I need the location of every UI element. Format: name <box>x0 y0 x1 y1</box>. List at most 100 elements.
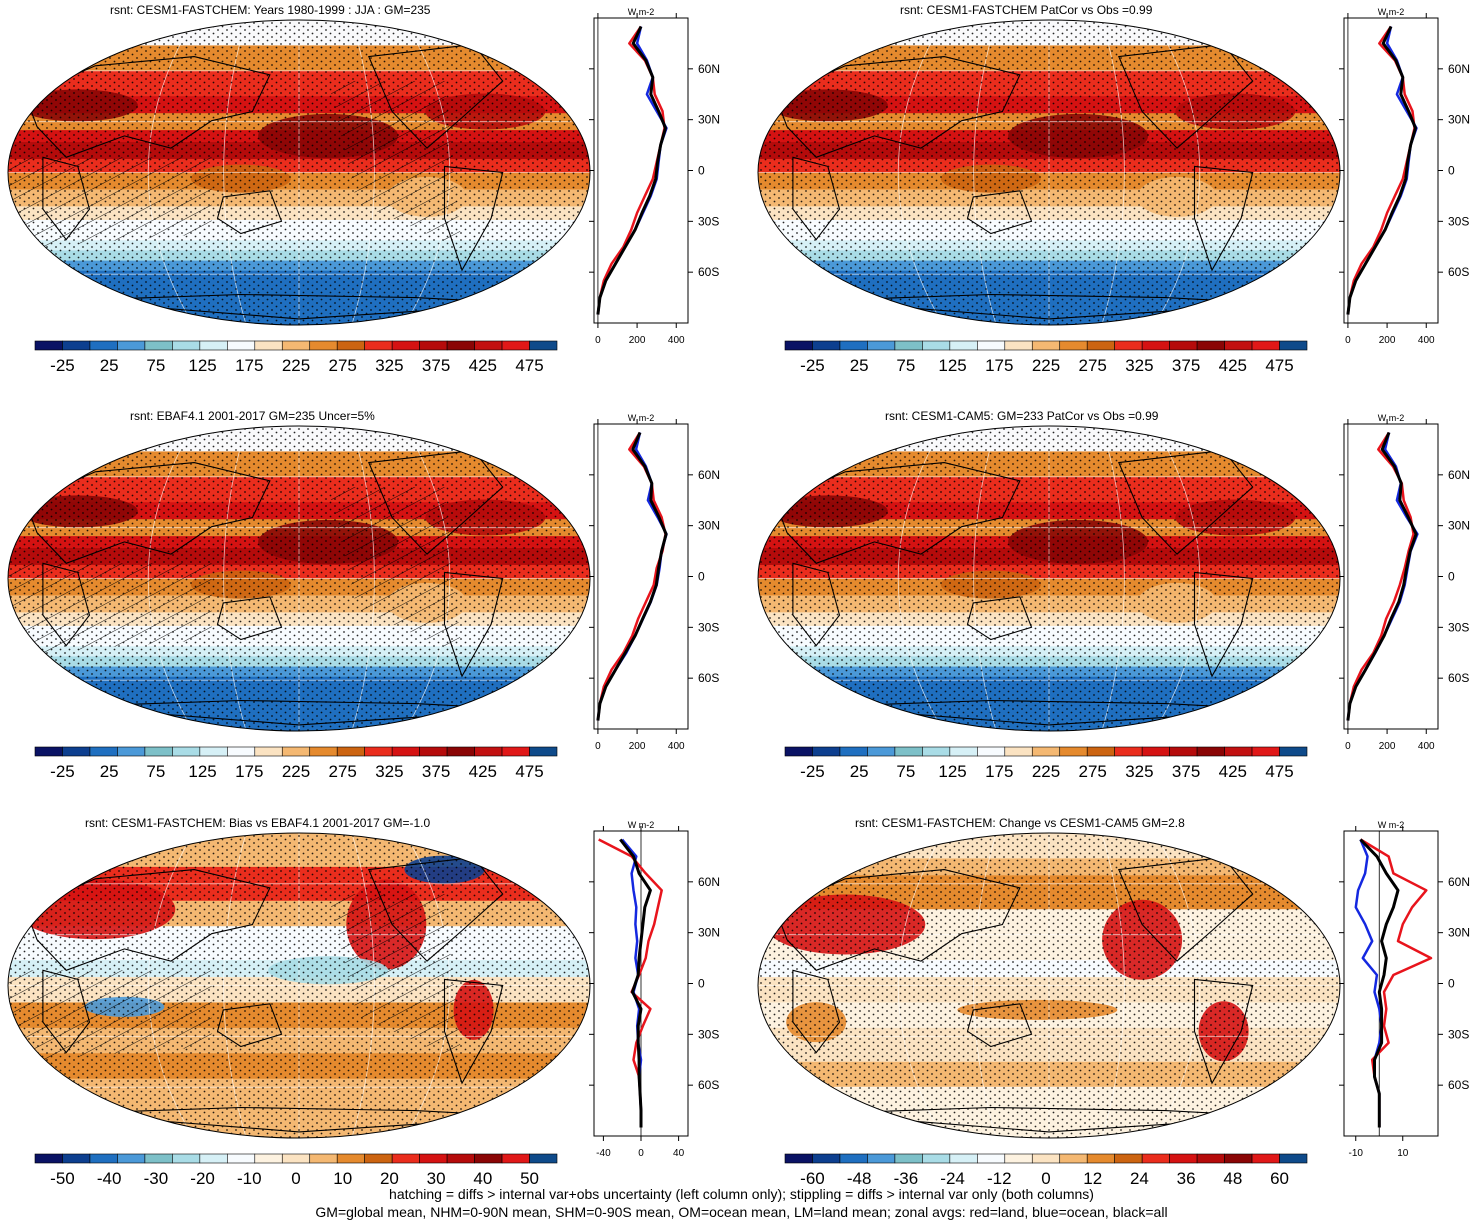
y-tick-label: 0 <box>698 977 705 991</box>
colorbar-swatch <box>867 340 896 351</box>
colorbar-swatch <box>1251 1153 1280 1164</box>
hatching <box>328 894 462 1062</box>
colorbar-swatch <box>309 340 338 351</box>
map-border <box>757 425 1341 732</box>
zonal-series-all <box>1359 838 1400 1128</box>
colorbar-swatch <box>839 340 868 351</box>
colorbar-tick-label: 125 <box>188 762 216 781</box>
africa-outline <box>42 562 91 647</box>
colorbar-tick-label: 175 <box>985 762 1013 781</box>
colorbar-swatch <box>1141 340 1170 351</box>
colorbar-tick-label: 325 <box>375 356 403 375</box>
colorbar-swatch <box>1059 1153 1088 1164</box>
colorbar-tick-label: 225 <box>282 356 310 375</box>
colorbar-tick-label: 0 <box>1041 1169 1050 1188</box>
y-tick-label: 30S <box>1448 620 1469 634</box>
colorbar-tick-label: 20 <box>380 1169 399 1188</box>
eurasia-outline <box>24 56 271 158</box>
colorbar-swatch <box>501 1153 530 1164</box>
colorbar-swatch <box>391 340 420 351</box>
colorbar-swatch <box>1279 340 1308 351</box>
panel-svg: -50 -40 -30 -20 -10 0 10 20 30 40 50 W m-2 60N 30N 0 30… <box>7 820 720 1188</box>
x-tick-label: 200 <box>1379 741 1396 752</box>
australia-outline <box>216 1003 283 1048</box>
colorbar-swatch <box>172 340 201 351</box>
y-tick-label: 30S <box>698 1027 719 1041</box>
colorbar-swatch <box>34 340 63 351</box>
colorbar-swatch <box>1251 746 1280 757</box>
africa-outline <box>42 156 91 241</box>
colorbar-tick-label: 175 <box>235 762 263 781</box>
stippling <box>758 426 1340 731</box>
colorbar-swatch <box>172 1153 201 1164</box>
colorbar-swatch <box>446 746 475 757</box>
colorbar-swatch <box>117 746 146 757</box>
colorbar-swatch <box>1114 340 1143 351</box>
colorbar-swatch <box>254 340 283 351</box>
panel-title: rsnt: CESM1-FASTCHEM: Years 1980-1999 : … <box>110 3 431 17</box>
australia-outline <box>966 190 1033 235</box>
colorbar-swatch <box>144 340 173 351</box>
south-america-outline <box>1193 978 1254 1085</box>
zonal-series-land <box>596 431 667 721</box>
colorbar-swatch <box>894 340 923 351</box>
colorbar-swatch <box>949 1153 978 1164</box>
colorbar-tick-label: 325 <box>375 762 403 781</box>
colorbar-swatch <box>922 746 951 757</box>
africa-outline <box>42 969 91 1054</box>
colorbar-swatch <box>62 746 91 757</box>
colorbar-swatch <box>922 340 951 351</box>
panel-top-right: -25 25 75 125 175 225 275 325 375 425 475 W m-2 60N 3… <box>750 0 1483 380</box>
colorbar-tick-label: 475 <box>515 762 543 781</box>
colorbar-tick-label: 275 <box>1079 762 1107 781</box>
x-tick-label: 0 <box>595 741 601 752</box>
y-tick-label: 30N <box>698 113 720 127</box>
y-tick-label: 30N <box>698 519 720 533</box>
colorbar-swatch <box>446 340 475 351</box>
hatching <box>328 81 462 249</box>
colorbar-swatch <box>812 746 841 757</box>
colorbar-swatch <box>977 746 1006 757</box>
colorbar-tick-label: -30 <box>144 1169 169 1188</box>
colorbar-swatch <box>1114 1153 1143 1164</box>
zonal-series-all <box>596 25 667 315</box>
colorbar-tick-label: -25 <box>800 762 825 781</box>
colorbar-tick-label: 225 <box>282 762 310 781</box>
y-tick-label: 60S <box>698 265 719 279</box>
zonal-unit-label: W m-2 <box>1378 820 1405 830</box>
colorbar-swatch <box>419 1153 448 1164</box>
colorbar-tick-label: 425 <box>469 356 497 375</box>
colorbar-tick-label: 10 <box>333 1169 352 1188</box>
colorbar-swatch <box>474 746 503 757</box>
colorbar-swatch <box>1059 340 1088 351</box>
colorbar-tick-label: 0 <box>291 1169 300 1188</box>
colorbar-swatch <box>529 340 558 351</box>
colorbar-swatch <box>336 1153 365 1164</box>
x-tick-label: 10 <box>1397 1148 1409 1159</box>
colorbar-swatch <box>62 340 91 351</box>
colorbar-tick-label: 225 <box>1032 356 1060 375</box>
eurasia-outline <box>774 869 1021 971</box>
colorbar-tick-label: -40 <box>97 1169 122 1188</box>
colorbar-swatch <box>977 340 1006 351</box>
panel-title: rsnt: EBAF4.1 2001-2017 GM=235 Uncer=5% <box>130 409 375 423</box>
colorbar-swatch <box>474 340 503 351</box>
colorbar-tick-label: -25 <box>50 356 75 375</box>
colorbar-tick-label: 325 <box>1125 762 1153 781</box>
colorbar-swatch <box>1086 746 1115 757</box>
colorbar-tick-label: 125 <box>938 356 966 375</box>
zonal-unit-label: W m-2 <box>628 413 655 423</box>
colorbar-swatch <box>254 746 283 757</box>
y-tick-label: 60S <box>1448 671 1469 685</box>
y-tick-label: 30N <box>698 926 720 940</box>
x-tick-label: 0 <box>638 1148 644 1159</box>
footnote-line-2: GM=global mean, NHM=0-90N mean, SHM=0-90… <box>315 1204 1168 1220</box>
hatching <box>8 970 212 1062</box>
colorbar-swatch <box>336 746 365 757</box>
colorbar-tick-label: 125 <box>188 356 216 375</box>
panel-title: rsnt: CESM1-FASTCHEM: Change vs CESM1-CA… <box>855 816 1185 830</box>
colorbar-swatch <box>199 1153 228 1164</box>
colorbar-tick-label: 25 <box>850 356 869 375</box>
zonal-unit-label: W m-2 <box>628 820 655 830</box>
colorbar-swatch <box>1251 340 1280 351</box>
